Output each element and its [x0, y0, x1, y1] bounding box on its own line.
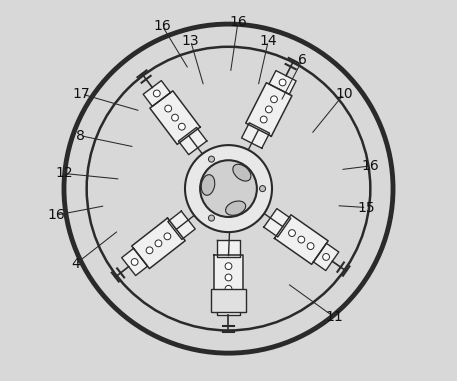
Circle shape — [146, 247, 153, 254]
Text: 11: 11 — [325, 310, 343, 324]
Bar — [211, 289, 246, 312]
Circle shape — [165, 105, 171, 112]
Polygon shape — [264, 209, 291, 237]
Ellipse shape — [233, 164, 251, 181]
Text: 16: 16 — [361, 159, 379, 173]
Polygon shape — [246, 83, 292, 136]
Circle shape — [185, 145, 272, 232]
Text: 10: 10 — [335, 87, 353, 101]
Text: 16: 16 — [229, 15, 247, 29]
Text: 16: 16 — [154, 19, 171, 33]
Circle shape — [208, 215, 214, 221]
Circle shape — [225, 285, 232, 292]
Circle shape — [225, 304, 232, 311]
Circle shape — [200, 160, 257, 217]
Text: 12: 12 — [55, 166, 73, 181]
Circle shape — [260, 186, 266, 192]
Text: 4: 4 — [71, 257, 80, 271]
Polygon shape — [242, 123, 270, 148]
Polygon shape — [179, 127, 207, 155]
Polygon shape — [217, 240, 240, 257]
Polygon shape — [217, 300, 240, 315]
Polygon shape — [122, 248, 148, 275]
Text: 17: 17 — [73, 87, 90, 101]
Polygon shape — [150, 91, 200, 144]
Circle shape — [225, 274, 232, 281]
Circle shape — [323, 253, 329, 260]
Polygon shape — [143, 81, 170, 106]
Polygon shape — [275, 215, 328, 264]
Circle shape — [164, 233, 171, 240]
Polygon shape — [214, 255, 243, 300]
Circle shape — [307, 243, 314, 250]
Text: 13: 13 — [182, 34, 200, 48]
Text: 16: 16 — [48, 208, 65, 222]
Text: 6: 6 — [298, 53, 307, 67]
Circle shape — [266, 106, 272, 113]
Circle shape — [260, 116, 267, 123]
Circle shape — [178, 123, 185, 130]
Text: 8: 8 — [76, 129, 85, 142]
Polygon shape — [314, 243, 339, 271]
Circle shape — [271, 96, 277, 103]
Circle shape — [154, 90, 160, 97]
Polygon shape — [269, 70, 296, 94]
Ellipse shape — [226, 201, 246, 215]
Circle shape — [279, 79, 286, 86]
Circle shape — [298, 236, 305, 243]
Circle shape — [289, 230, 295, 237]
Circle shape — [172, 114, 178, 121]
Text: 14: 14 — [260, 34, 277, 48]
Circle shape — [208, 156, 214, 162]
Circle shape — [155, 240, 162, 247]
Text: 15: 15 — [358, 200, 375, 215]
Polygon shape — [132, 218, 185, 269]
Ellipse shape — [201, 175, 215, 195]
Circle shape — [225, 263, 232, 269]
Circle shape — [131, 259, 138, 265]
Polygon shape — [168, 211, 195, 240]
